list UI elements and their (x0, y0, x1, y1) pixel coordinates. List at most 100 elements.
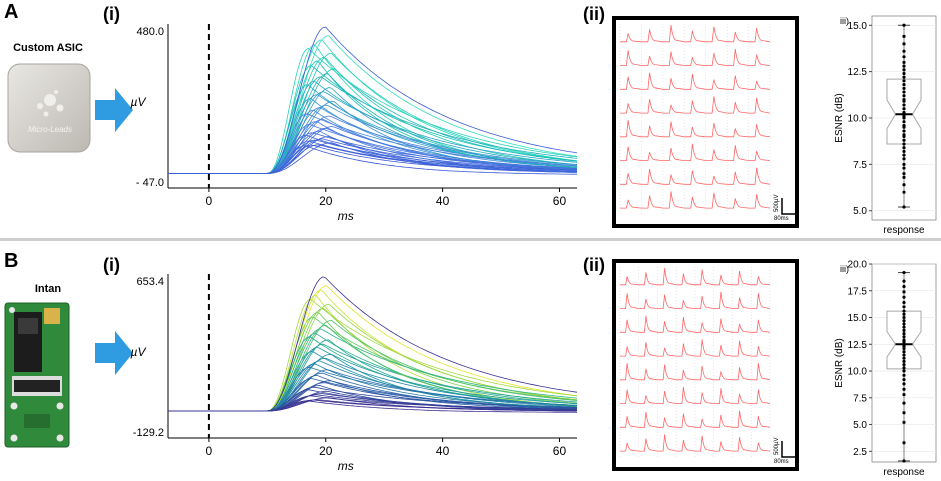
x-tick-label: 20 (319, 444, 333, 458)
data-point-18 (902, 120, 906, 124)
boxplot-b: iii) 2.5 5.0 7.5 10.0 12.5 15.0 17.5 20.0 ESNR (… (834, 260, 937, 478)
evoked-trace (620, 319, 639, 333)
evoked-trace (705, 26, 728, 43)
subpanel-b-iii-label: iii) (840, 264, 849, 274)
evoked-trace (641, 125, 663, 138)
evoked-trace (657, 417, 677, 428)
evoked-trace (641, 72, 663, 90)
subpanel-a-ii-label: (ii) (583, 4, 605, 24)
evoked-trace (732, 367, 752, 381)
y-tick-label: 15.0 (848, 21, 868, 32)
data-point-21 (902, 338, 906, 342)
intan-board-image (4, 302, 70, 448)
evoked-trace (751, 276, 771, 286)
evoked-trace (684, 143, 706, 161)
x-tick-label: 60 (553, 444, 567, 458)
evoked-trace (713, 414, 733, 428)
evoked-trace (676, 300, 696, 309)
evoked-trace (748, 167, 771, 185)
evoked-trace (751, 442, 771, 452)
evoked-trace (684, 170, 706, 185)
data-point-40 (902, 34, 906, 38)
data-point-9 (902, 149, 906, 153)
evoked-trace (727, 32, 749, 43)
data-point-6 (902, 387, 906, 391)
evoked-trace (638, 395, 658, 404)
data-point-14 (902, 133, 906, 137)
evoked-trace (695, 435, 714, 452)
evoked-trace (705, 53, 728, 66)
evoked-trace (638, 315, 658, 333)
data-point-7 (902, 382, 906, 386)
evoked-trace (676, 370, 696, 381)
data-point-7 (902, 157, 906, 161)
y-axis-label: µV (131, 345, 147, 359)
evoked-trace (751, 319, 771, 333)
asic-device-engraving: Micro-Leads (28, 125, 72, 134)
y-tick-label: 20.0 (848, 260, 868, 271)
evoked-trace (748, 80, 771, 90)
evoked-trace (748, 54, 771, 66)
evoked-trace (641, 99, 663, 114)
evoked-trace (713, 275, 733, 286)
data-point-0 (902, 205, 906, 209)
y-tick-label-max: 653.4 (136, 276, 164, 288)
arrow-a-icon (95, 88, 133, 132)
data-point-16 (902, 350, 906, 354)
subpanel-b-ii-label: (ii) (583, 255, 605, 275)
evoked-trace (695, 365, 714, 381)
data-point-29 (902, 86, 906, 90)
evoked-grid-a: 500µV 80ms (612, 16, 799, 228)
evoked-trace (684, 100, 706, 114)
evoked-trace (732, 323, 752, 333)
evoked-trace (713, 388, 733, 404)
evoked-trace (662, 174, 685, 185)
evoked-trace (713, 318, 733, 333)
evoked-trace (727, 171, 749, 185)
y-tick-label: 5.0 (853, 206, 867, 217)
evoked-trace (727, 128, 749, 138)
y-tick-label: 10.0 (848, 114, 868, 125)
evoked-trace (620, 442, 639, 452)
evoked-trace (705, 122, 728, 138)
evoked-trace (641, 169, 663, 185)
evoked-trace (620, 33, 642, 43)
data-point-33 (902, 71, 906, 76)
device-title-intan: Intan (34, 283, 62, 295)
evoked-trace (676, 317, 696, 333)
evoked-trace (751, 346, 771, 357)
data-point-14 (902, 356, 906, 360)
scale-bar-a-icon (781, 198, 796, 215)
evoked-trace (751, 389, 771, 404)
y-tick-label: 5.0 (853, 420, 867, 431)
evoked-trace (705, 192, 728, 209)
data-point-9 (902, 373, 906, 377)
boxplot-a: iii) 5.0 7.5 10.0 12.5 15.0 ESNR (dB) response (834, 15, 937, 236)
x-tick-label: 0 (206, 444, 213, 458)
evoked-trace (695, 269, 714, 286)
evoked-trace (684, 30, 706, 43)
evoked-trace (662, 104, 685, 114)
data-point-34 (902, 68, 906, 72)
x-tick-label: 40 (436, 444, 450, 458)
evoked-trace (638, 438, 658, 452)
data-point-30 (902, 309, 906, 313)
arrow-b-icon (95, 331, 133, 375)
data-point-34 (902, 290, 906, 294)
scale-time-b: 80ms (774, 459, 789, 465)
data-point-26 (902, 97, 906, 102)
y-tick-label: 7.5 (853, 160, 867, 171)
evoked-trace (657, 294, 677, 309)
evoked-trace (657, 321, 677, 333)
evoked-trace (751, 363, 771, 381)
data-point-10 (902, 146, 906, 150)
x-axis-label: ms (338, 209, 354, 223)
y-axis-label: ESNR (dB) (834, 93, 845, 142)
data-point-11 (902, 366, 906, 370)
evoked-trace (620, 293, 639, 309)
evoked-trace (657, 347, 677, 357)
data-point-31 (902, 79, 906, 83)
data-point-1 (902, 190, 906, 194)
x-tick-label: 20 (319, 194, 333, 208)
y-axis-label: µV (131, 95, 147, 109)
